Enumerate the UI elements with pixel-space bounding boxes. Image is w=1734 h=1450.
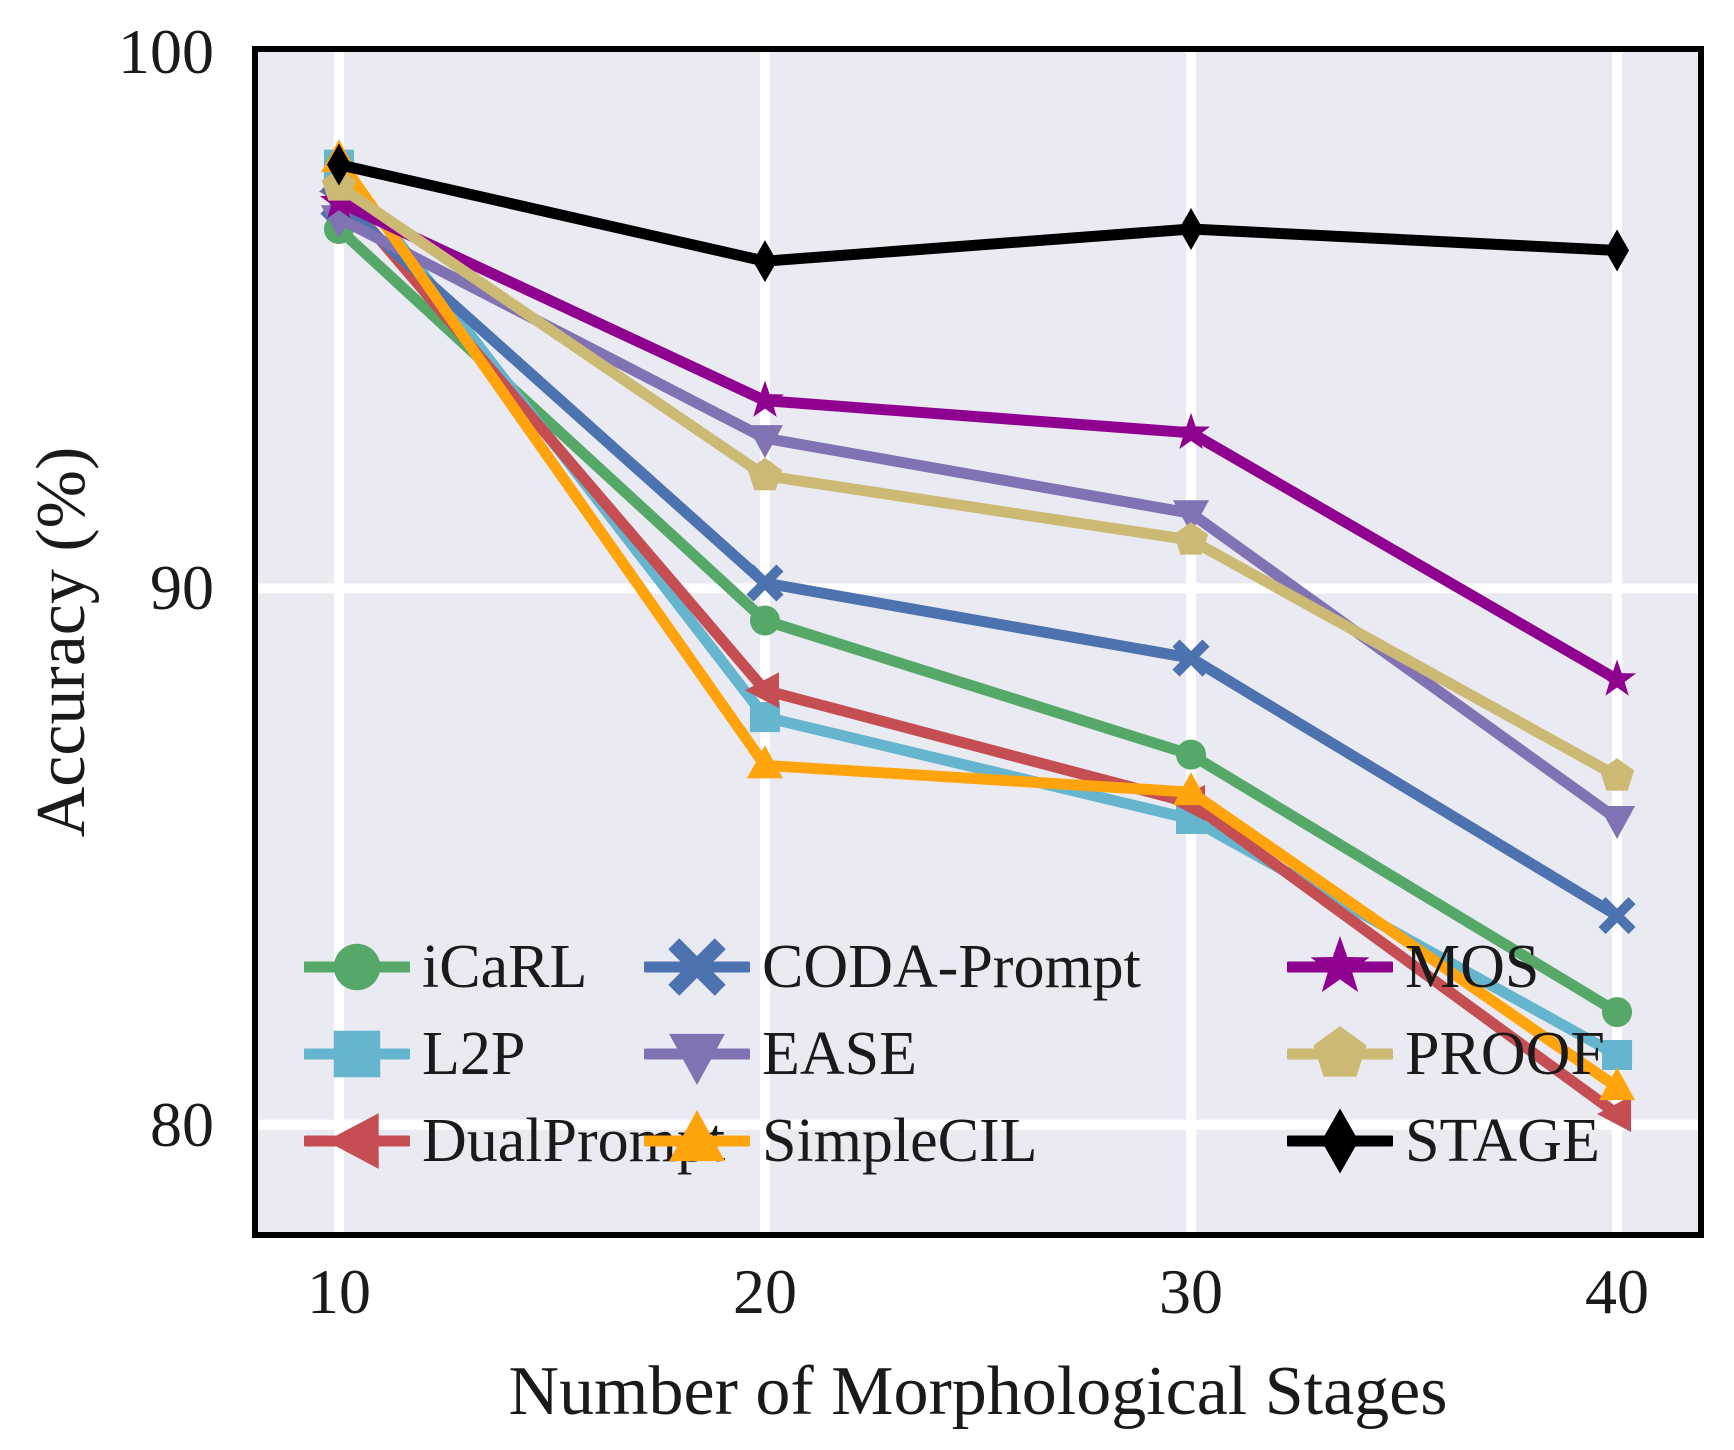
- x-marker-icon: [1598, 897, 1636, 935]
- circle-marker-icon: [1602, 997, 1633, 1028]
- x-marker-icon: [1172, 639, 1210, 677]
- series-PROOF: [321, 168, 1635, 791]
- diamond-marker-icon: [1605, 229, 1630, 272]
- legend-label: STAGE: [1405, 1107, 1600, 1175]
- legend-item-iCaRL: iCaRL: [304, 931, 587, 1003]
- diamond-marker-icon: [1179, 208, 1204, 250]
- legend-sample-triangle-down: [644, 1033, 750, 1085]
- triangle-down-marker-icon: [1599, 806, 1636, 839]
- legend-sample-diamond: [1287, 1108, 1393, 1174]
- square-marker-icon: [749, 702, 780, 733]
- circle-marker-icon: [1176, 739, 1207, 770]
- plot-area: iCaRL L2P DualPrompt CODA-Prompt EASE SimpleC…: [252, 46, 1704, 1238]
- circle-marker-icon: [749, 605, 780, 636]
- triangle-left-marker-icon: [744, 672, 779, 709]
- legend-label: iCaRL: [422, 933, 588, 1001]
- diamond-marker-icon: [752, 240, 777, 283]
- x-tick-label: 10: [306, 1256, 371, 1327]
- legend-label: L2P: [422, 1020, 526, 1088]
- series-STAGE: [326, 143, 1630, 283]
- legend-label: SimpleCIL: [762, 1107, 1038, 1175]
- x-tick-label: 20: [732, 1256, 797, 1327]
- legend-sample-triangle-left: [304, 1113, 410, 1169]
- triangle-left-marker-icon: [1597, 1096, 1632, 1132]
- star-marker-icon: [1310, 936, 1370, 993]
- y-tick-label: 80: [150, 1088, 214, 1160]
- legend-item-SimpleCIL: SimpleCIL: [644, 1105, 1038, 1177]
- legend-sample-square: [304, 1030, 410, 1078]
- legend-sample-star: [1287, 936, 1393, 993]
- legend-label: EASE: [762, 1020, 917, 1088]
- x-tick-label: 40: [1585, 1256, 1650, 1327]
- legend-item-EASE: EASE: [644, 1018, 917, 1090]
- square-marker-icon: [1602, 1040, 1633, 1070]
- legend-sample-x: [644, 938, 750, 996]
- star-marker-icon: [1598, 659, 1637, 696]
- triangle-left-marker-icon: [326, 1113, 379, 1169]
- legend: iCaRL L2P DualPrompt CODA-Prompt EASE SimpleC…: [258, 52, 1698, 1232]
- triangle-up-marker-icon: [1599, 1067, 1636, 1101]
- legend-item-CODA-Prompt: CODA-Prompt: [644, 931, 1141, 1003]
- x-marker-icon: [668, 938, 726, 996]
- line-chart: [258, 52, 1698, 1232]
- triangle-down-marker-icon: [669, 1033, 725, 1085]
- triangle-up-marker-icon: [669, 1110, 725, 1162]
- pentagon-marker-icon: [1599, 758, 1635, 791]
- legend-item-L2P: L2P: [304, 1018, 525, 1090]
- y-tick-label: 90: [150, 552, 214, 624]
- series-iCaRL: [323, 214, 1633, 1028]
- triangle-up-marker-icon: [746, 745, 783, 779]
- legend-item-PROOF: PROOF: [1287, 1018, 1605, 1090]
- triangle-down-marker-icon: [746, 425, 783, 459]
- diamond-marker-icon: [1321, 1108, 1359, 1174]
- x-tick-label: 30: [1159, 1256, 1224, 1327]
- star-marker-icon: [745, 380, 785, 417]
- diamond-marker-icon: [326, 143, 351, 186]
- legend-sample-pentagon: [1287, 1026, 1393, 1077]
- pentagon-marker-icon: [1173, 522, 1209, 555]
- y-axis-label: Accuracy (%): [23, 446, 100, 838]
- pentagon-marker-icon: [747, 457, 783, 491]
- legend-label: CODA-Prompt: [762, 933, 1141, 1001]
- legend-label: MOS: [1405, 933, 1540, 1001]
- circle-marker-icon: [333, 943, 381, 991]
- triangle-up-marker-icon: [1173, 772, 1210, 806]
- legend-label: PROOF: [1405, 1020, 1605, 1088]
- pentagon-marker-icon: [1313, 1026, 1367, 1077]
- legend-sample-circle: [304, 943, 410, 991]
- x-axis-label: Number of Morphological Stages: [508, 1353, 1448, 1430]
- x-marker-icon: [746, 564, 784, 602]
- legend-item-STAGE: STAGE: [1287, 1105, 1600, 1177]
- star-marker-icon: [1171, 412, 1211, 449]
- legend-item-MOS: MOS: [1287, 931, 1539, 1003]
- square-marker-icon: [333, 1030, 381, 1078]
- y-tick-label: 100: [118, 16, 214, 87]
- legend-sample-triangle-up: [644, 1110, 750, 1162]
- triangle-down-marker-icon: [1173, 500, 1210, 534]
